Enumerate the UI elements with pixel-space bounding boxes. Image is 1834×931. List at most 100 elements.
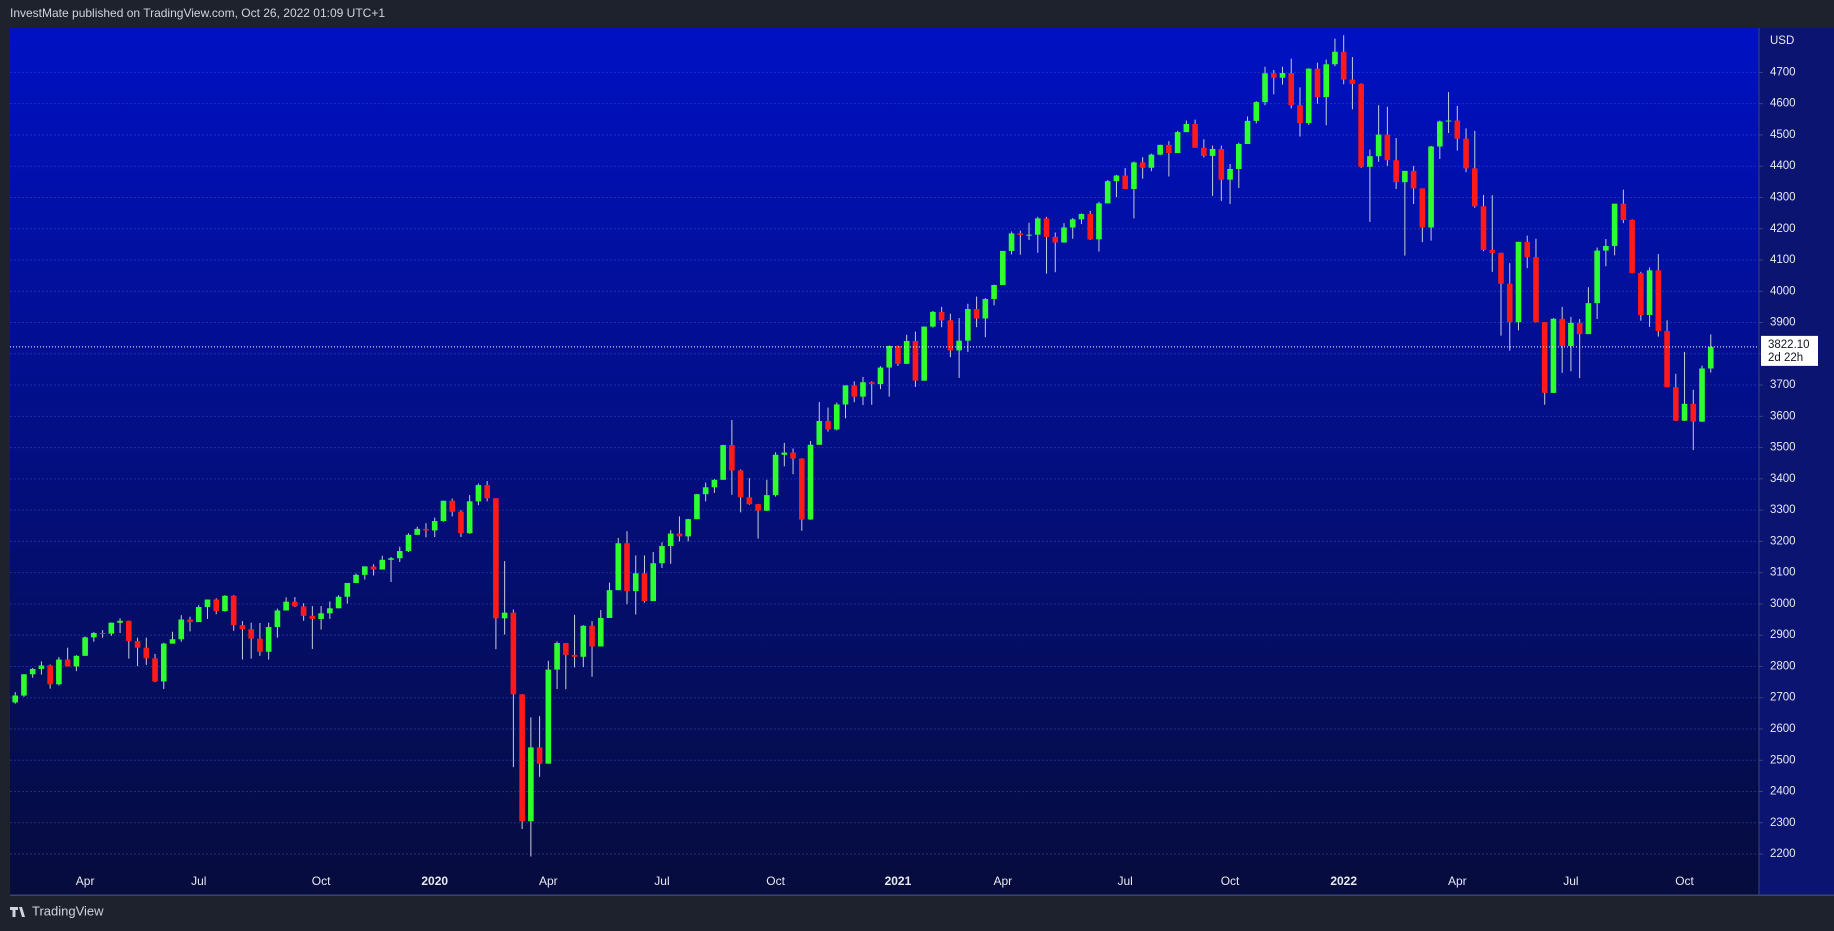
candle-body: [239, 625, 246, 630]
x-tick-label: Oct: [1221, 874, 1240, 888]
candle-body: [1026, 234, 1032, 236]
candle-body: [868, 382, 875, 385]
candle-body: [597, 617, 604, 647]
candle-body: [563, 642, 569, 655]
candle-body: [248, 629, 254, 639]
candle-body: [1139, 162, 1146, 168]
candle-body: [571, 654, 578, 657]
y-tick-label: 2600: [1770, 723, 1796, 735]
x-tick-label: Apr: [993, 874, 1012, 888]
candle-body: [362, 566, 368, 575]
candle-body: [431, 521, 438, 531]
candle-body: [938, 311, 945, 321]
candle-body: [965, 309, 971, 341]
candle-body: [1533, 257, 1539, 323]
candle-body: [755, 504, 761, 511]
x-tick-label: Jul: [654, 874, 669, 888]
y-tick-label: 2900: [1770, 629, 1796, 641]
candle-body: [1690, 403, 1697, 422]
candle-body: [632, 573, 639, 592]
y-tick-label: 2700: [1770, 692, 1796, 704]
candle-body: [1218, 148, 1225, 180]
candle-body: [335, 596, 342, 609]
candle-body: [1699, 368, 1705, 422]
candle-body: [1559, 318, 1565, 346]
candle-body: [545, 669, 552, 764]
candle-body: [667, 533, 674, 547]
candle-body: [423, 528, 429, 531]
candle-body: [1148, 154, 1155, 168]
y-tick-label: 4500: [1770, 129, 1796, 141]
y-tick-label: 2800: [1770, 660, 1796, 672]
candle-body: [1367, 156, 1373, 167]
candle-body: [1524, 241, 1531, 258]
candle-body: [353, 574, 359, 583]
candle-body: [799, 458, 805, 520]
x-tick-label: Jul: [1118, 874, 1133, 888]
candle-body: [126, 620, 132, 642]
candle-body: [396, 551, 403, 559]
y-tick-label: 2500: [1770, 754, 1796, 766]
candle-body: [99, 632, 106, 634]
candle-body: [169, 639, 176, 644]
last-price-label: 3822.10: [1768, 339, 1810, 351]
candle-body: [388, 558, 394, 560]
candle-body: [1375, 134, 1382, 157]
candle-body: [1034, 218, 1041, 235]
candle-body: [484, 485, 490, 499]
y-tick-label: 4300: [1770, 191, 1796, 203]
candle-body: [650, 563, 657, 602]
candle-body: [825, 421, 831, 430]
candle-body: [1594, 250, 1600, 304]
candle-body: [641, 573, 648, 602]
candle-body: [213, 599, 220, 612]
candle-body: [991, 285, 997, 300]
candle-body: [475, 485, 482, 502]
x-tick-label: Apr: [539, 874, 558, 888]
y-tick-label: 3400: [1770, 473, 1796, 485]
y-tick-label: 4000: [1770, 285, 1796, 297]
candle-body: [1279, 73, 1286, 78]
candle-body: [91, 632, 97, 638]
candle-body: [1332, 51, 1338, 65]
currency-label: USD: [1770, 35, 1794, 47]
y-tick-label: 4600: [1770, 98, 1796, 110]
candle-body: [1402, 170, 1408, 183]
candle-body: [222, 595, 228, 612]
y-tick-label: 2300: [1770, 817, 1796, 829]
candle-body: [1043, 218, 1050, 237]
candle-body: [1428, 146, 1434, 228]
candle-body: [676, 533, 683, 537]
candle-body: [405, 534, 412, 552]
candle-body: [230, 595, 237, 626]
candle-body: [1506, 283, 1513, 323]
candle-body: [1655, 270, 1662, 331]
candle-body: [1445, 120, 1452, 122]
plot-area: [10, 28, 1759, 895]
candle-body: [624, 543, 630, 592]
candle-body: [930, 311, 936, 327]
candle-body: [1069, 219, 1076, 228]
candle-body: [842, 385, 849, 405]
candle-body: [1568, 322, 1574, 346]
candle-body: [746, 497, 753, 505]
candle-body: [536, 747, 543, 764]
candle-body: [1297, 105, 1303, 124]
candle-body: [1183, 123, 1190, 133]
candle-body: [21, 674, 27, 696]
candle-body: [1489, 249, 1496, 253]
candle-body: [12, 695, 18, 703]
candle-body: [56, 659, 62, 685]
candle-body: [64, 659, 71, 667]
candle-body: [615, 543, 622, 591]
candle-body: [29, 668, 36, 675]
x-tick-label: 2020: [421, 874, 448, 888]
candle-body: [1611, 203, 1618, 246]
candle-body: [501, 612, 508, 619]
candle-body: [187, 619, 193, 623]
y-tick-label: 3200: [1770, 535, 1796, 547]
candle-body: [711, 479, 718, 488]
candle-body: [1349, 79, 1356, 84]
candle-body: [1305, 68, 1312, 124]
candle-body: [73, 655, 80, 667]
